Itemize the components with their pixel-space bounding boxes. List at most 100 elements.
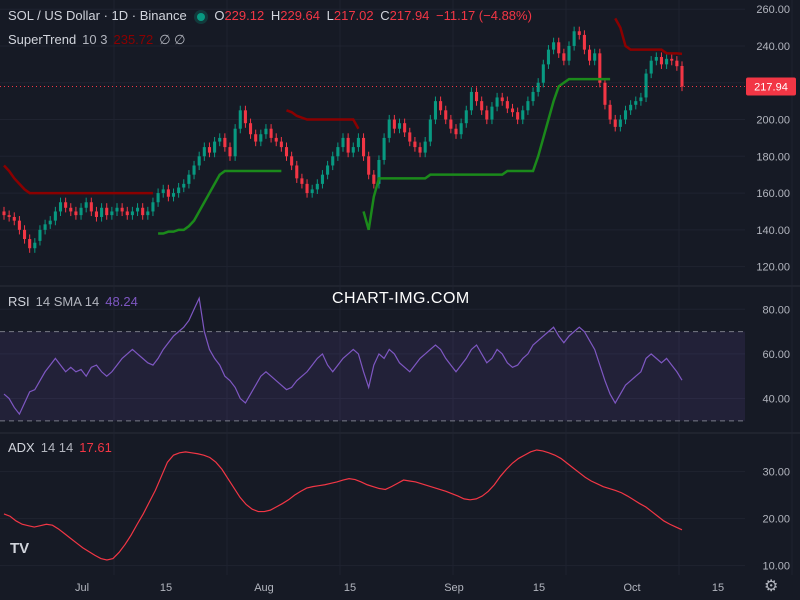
close-label: C xyxy=(380,8,390,23)
candle xyxy=(197,156,201,166)
candle xyxy=(187,174,191,184)
candle xyxy=(403,123,407,133)
candle xyxy=(202,147,206,157)
rsi-label: RSI xyxy=(8,294,30,309)
candle xyxy=(331,156,335,166)
y-tick-label: 120.00 xyxy=(756,262,790,274)
candle xyxy=(341,137,345,148)
candle xyxy=(48,220,52,225)
candle xyxy=(310,189,314,194)
candle xyxy=(372,174,376,184)
candle xyxy=(639,97,643,102)
candle xyxy=(94,211,98,217)
supertrend-null-icons: ∅ ∅ xyxy=(159,32,186,47)
candle xyxy=(505,101,509,109)
candle xyxy=(362,137,366,157)
candle xyxy=(284,147,289,157)
candle xyxy=(654,57,658,61)
x-tick-label: 15 xyxy=(344,582,356,594)
gear-icon[interactable]: ⚙ xyxy=(764,578,779,595)
x-tick-label: Sep xyxy=(444,582,464,594)
supertrend-line xyxy=(286,109,360,130)
tradingview-logo: TV xyxy=(10,540,30,557)
candle xyxy=(557,42,561,54)
watermark: CHART-IMG.COM xyxy=(332,290,470,307)
y-tick-label: 180.00 xyxy=(756,151,790,163)
x-tick-label: Aug xyxy=(254,582,274,594)
high-label: H xyxy=(270,8,281,23)
candle xyxy=(38,229,42,241)
y-tick-label: 140.00 xyxy=(756,225,790,237)
x-tick-label: 15 xyxy=(712,582,724,594)
x-tick-label: Oct xyxy=(623,582,640,594)
candle xyxy=(295,165,299,179)
y-tick-label: 40.00 xyxy=(762,394,790,406)
candle xyxy=(315,183,319,190)
supertrend-line xyxy=(3,164,153,195)
candle xyxy=(526,101,530,111)
supertrend-value: 235.72 xyxy=(113,32,154,47)
candle xyxy=(290,156,294,166)
candle xyxy=(166,189,170,197)
candle xyxy=(130,211,134,216)
y-tick-label: 20.00 xyxy=(762,514,790,526)
candle xyxy=(351,147,355,153)
candle xyxy=(43,224,47,230)
candle xyxy=(582,34,586,50)
y-tick-label: 30.00 xyxy=(762,467,790,479)
adx-params: 14 14 xyxy=(40,440,74,455)
rsi-value: 48.24 xyxy=(105,294,138,309)
candle xyxy=(105,207,109,216)
y-tick-label: 80.00 xyxy=(762,304,790,316)
candle xyxy=(475,91,479,102)
candle xyxy=(274,137,278,142)
supertrend-line xyxy=(158,169,282,235)
high-value: 229.64 xyxy=(280,8,320,23)
candle xyxy=(125,211,129,216)
candle xyxy=(136,207,140,212)
candle xyxy=(7,215,11,217)
adx-label: ADX xyxy=(8,440,35,455)
x-tick-label: 15 xyxy=(160,582,172,594)
y-tick-label: 260.00 xyxy=(756,4,790,16)
open-value: 229.12 xyxy=(224,8,265,23)
x-tick-label: Jul xyxy=(75,582,89,594)
candle xyxy=(300,178,304,184)
candle xyxy=(449,119,453,129)
adx-legend[interactable]: ADX 14 14 17.61 xyxy=(8,440,118,455)
rsi-band xyxy=(0,331,745,421)
candle xyxy=(516,112,520,120)
candle xyxy=(428,119,432,142)
candle xyxy=(110,211,114,216)
candle xyxy=(17,220,21,230)
candle xyxy=(408,132,412,142)
y-tick-label: 10.00 xyxy=(762,561,790,573)
candle xyxy=(89,202,93,212)
candle xyxy=(58,202,63,212)
candle xyxy=(500,97,504,102)
candle xyxy=(238,110,242,129)
adx-value: 17.61 xyxy=(79,440,112,455)
last-price-tag xyxy=(746,77,796,96)
candle xyxy=(454,128,458,135)
candle xyxy=(567,45,571,61)
candle xyxy=(531,91,535,102)
candle xyxy=(618,119,622,127)
candle xyxy=(490,106,494,120)
candle xyxy=(541,64,545,83)
candle xyxy=(161,189,165,194)
rsi-legend[interactable]: RSI 14 SMA 14 48.24 xyxy=(8,294,144,309)
candle xyxy=(392,119,396,129)
candle xyxy=(649,60,653,74)
candle xyxy=(377,159,381,184)
candle xyxy=(433,101,437,120)
candle xyxy=(588,49,592,61)
candle xyxy=(577,31,581,35)
supertrend-params: 10 3 xyxy=(82,32,108,47)
supertrend-legend[interactable]: SuperTrend 10 3 235.72 ∅ ∅ xyxy=(8,32,192,48)
candle xyxy=(326,165,330,175)
candle xyxy=(151,202,155,212)
candle xyxy=(218,137,222,142)
candle xyxy=(213,141,217,153)
candle xyxy=(12,216,16,221)
